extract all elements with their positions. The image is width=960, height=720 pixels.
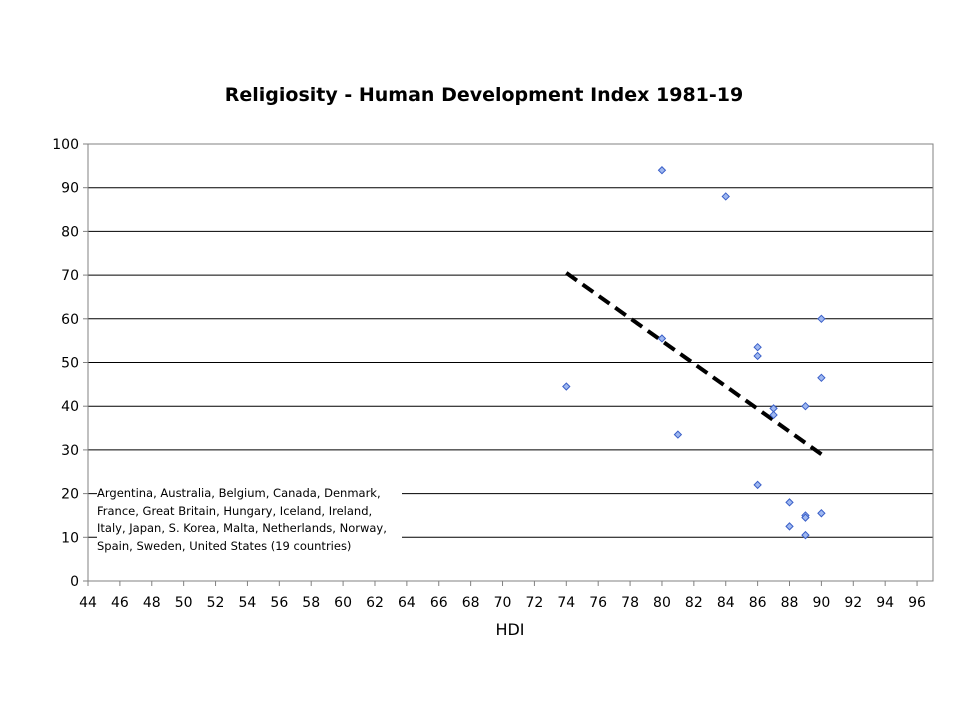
x-tick-label-88: 88 [781,595,799,611]
y-tick-label-70: 70 [61,268,79,284]
x-tick-label-54: 54 [239,595,257,611]
data-point-3 [673,430,683,439]
y-tick-label-100: 100 [52,137,79,153]
x-axis-label: HDI [495,620,524,639]
data-point-1 [657,166,667,175]
y-tick-label-30: 30 [61,443,79,459]
data-point-5 [753,342,762,352]
x-tick-label-76: 76 [589,595,607,611]
x-tick-label-56: 56 [270,595,288,611]
trendline-group [565,271,823,456]
country-list-note: Argentina, Australia, Belgium, Canada, D… [97,485,402,555]
data-point-17 [817,373,826,383]
x-tick-label-72: 72 [526,595,544,611]
x-tick-label-84: 84 [717,595,735,611]
x-tick-label-50: 50 [175,595,193,611]
x-tick-label-60: 60 [334,595,352,611]
x-tick-label-48: 48 [143,595,161,611]
x-tick-label-52: 52 [207,595,225,611]
x-axis-ticks: 44 46 48 50 52 54 56 58 60 62 64 66 68 70 72 74 76 78 80 82… [79,581,926,611]
x-tick-label-86: 86 [749,595,767,611]
x-tick-label-90: 90 [812,595,830,611]
data-point-9 [769,410,778,420]
data-point-15 [801,530,810,540]
y-tick-label-90: 90 [61,181,79,197]
grid-lines [88,143,933,538]
data-point-14 [801,513,810,522]
x-tick-label-62: 62 [366,595,384,611]
x-tick-label-68: 68 [462,595,480,611]
y-tick-label-50: 50 [61,356,79,372]
x-tick-label-82: 82 [685,595,703,611]
x-tick-label-58: 58 [302,595,320,611]
x-tick-label-70: 70 [494,595,512,611]
x-tick-label-80: 80 [653,595,671,611]
data-point-6 [753,351,762,361]
x-tick-label-78: 78 [621,595,639,611]
y-tick-label-40: 40 [61,399,79,415]
y-tick-label-20: 20 [61,487,79,503]
data-point-16 [817,314,826,324]
x-tick-label-46: 46 [111,595,129,611]
y-tick-label-60: 60 [61,312,79,328]
data-point-12 [801,401,810,411]
data-point-18 [817,509,826,518]
data-point-4 [721,192,730,201]
x-tick-label-74: 74 [557,595,575,611]
data-point-0 [562,382,571,391]
data-points [562,166,826,540]
y-tick-label-0: 0 [70,574,79,590]
trendline [565,271,823,456]
y-axis-ticks: 0 10 20 30 40 50 60 70 80 90 100 [52,137,88,590]
data-point-7 [753,480,762,490]
x-tick-label-44: 44 [79,595,97,611]
chart-title: Religiosity - Human Development Index 19… [225,84,743,106]
data-point-2 [657,334,667,343]
data-point-10 [785,498,794,507]
x-tick-label-92: 92 [844,595,862,611]
data-point-11 [785,522,794,531]
x-tick-label-94: 94 [876,595,894,611]
x-tick-label-96: 96 [908,595,926,611]
y-tick-label-10: 10 [61,530,79,546]
x-tick-label-64: 64 [398,595,416,611]
x-tick-label-66: 66 [430,595,448,611]
y-tick-label-80: 80 [61,224,79,240]
